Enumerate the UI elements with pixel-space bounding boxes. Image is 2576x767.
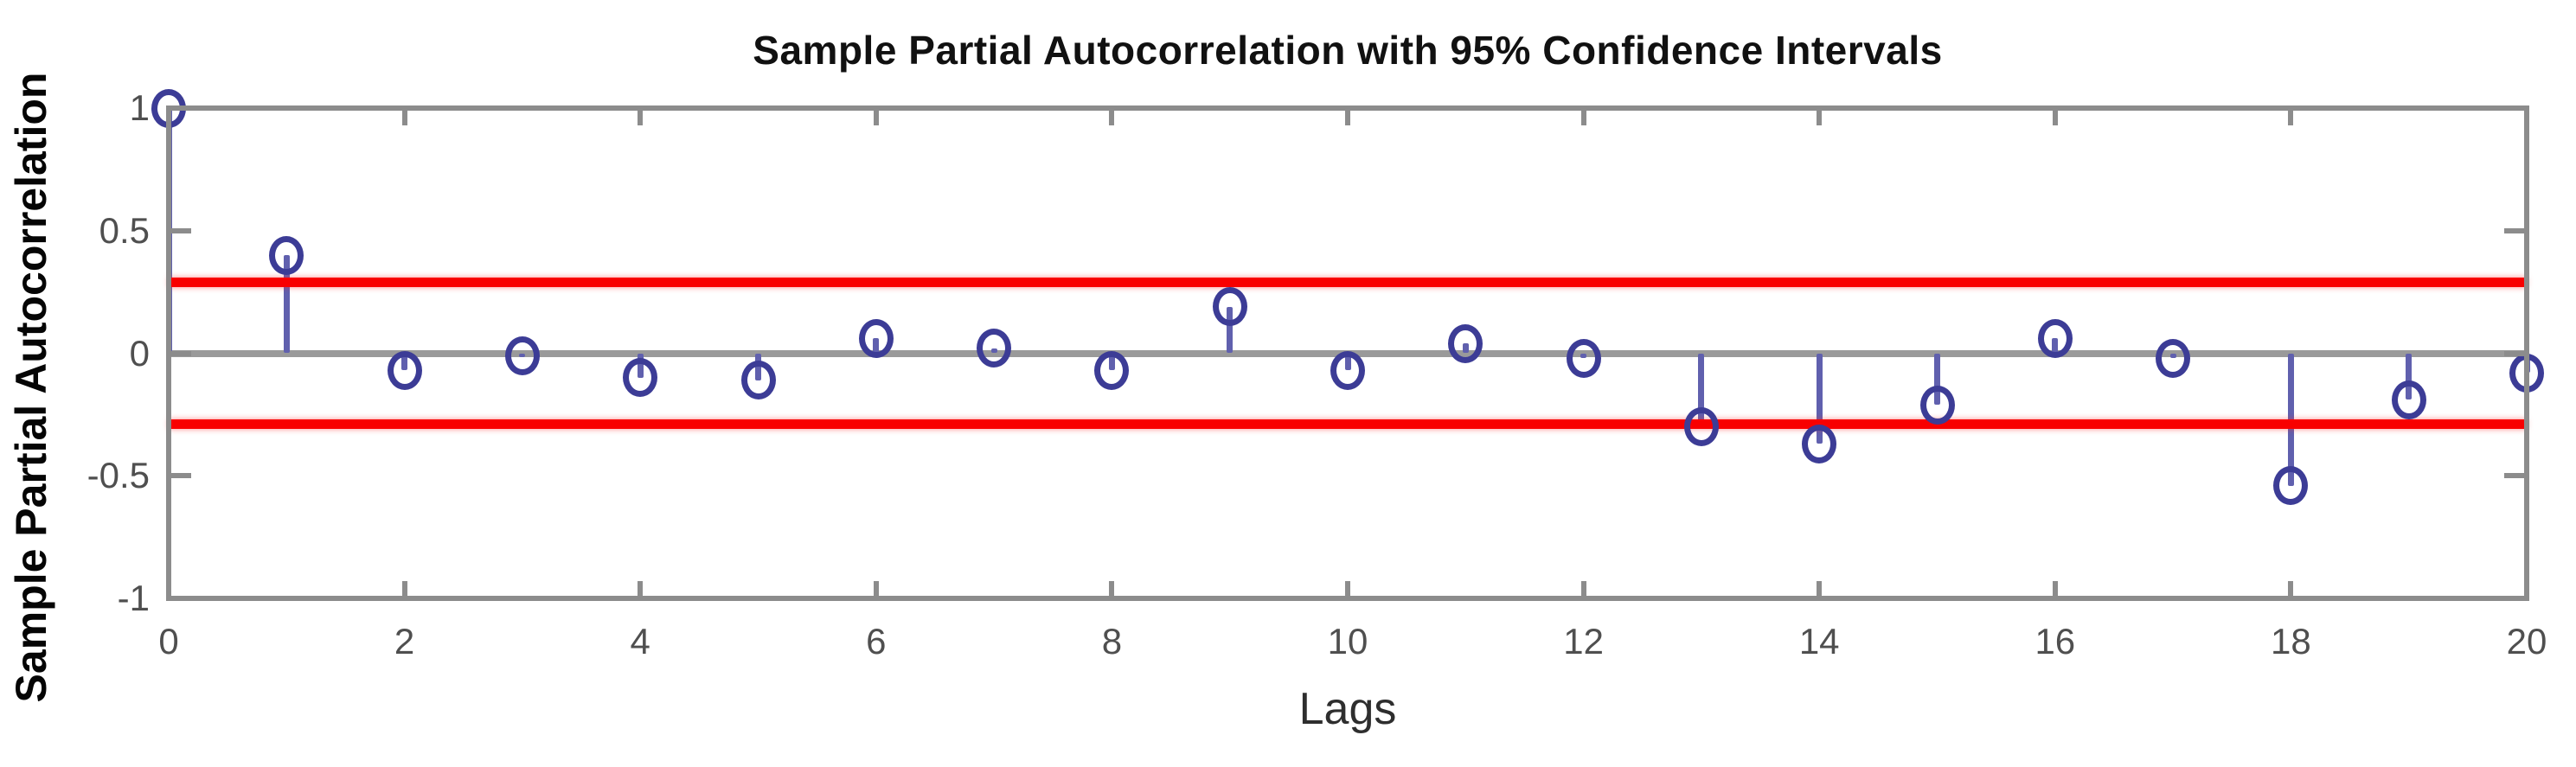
y-tick-label: 1: [129, 87, 150, 128]
stem-marker: [1566, 338, 1601, 378]
x-tick-bottom: [873, 581, 879, 598]
x-tick-top: [2288, 108, 2294, 125]
x-tick-top: [1817, 108, 1823, 125]
x-tick-label: 16: [2035, 621, 2076, 662]
stem-marker: [740, 361, 776, 400]
y-tick-label: 0.5: [99, 209, 150, 251]
x-tick-label: 0: [158, 621, 179, 662]
x-tick-label: 20: [2506, 621, 2547, 662]
y-tick-left: [169, 227, 191, 233]
x-tick-top: [1109, 108, 1115, 125]
x-tick-bottom: [2288, 581, 2294, 598]
stem-line: [2287, 353, 2294, 486]
stem-marker: [2273, 466, 2309, 506]
x-tick-label: 8: [1101, 621, 1123, 662]
stem-marker: [2391, 380, 2426, 419]
x-tick-top: [873, 108, 879, 125]
stem-line: [1227, 306, 1234, 354]
y-tick-label: -0.5: [87, 455, 150, 496]
stem-marker: [1212, 287, 1247, 327]
x-tick-label: 2: [394, 621, 415, 662]
stem-line: [1816, 353, 1823, 444]
stem-marker: [2156, 338, 2191, 378]
stem-marker: [858, 318, 894, 358]
y-tick-right: [2504, 473, 2527, 479]
y-tick-left: [169, 350, 191, 356]
x-tick-bottom: [1109, 581, 1115, 598]
x-tick-bottom: [2052, 581, 2058, 598]
stem-marker: [1094, 350, 1130, 390]
stem-line: [1934, 353, 1940, 406]
chart-title: Sample Partial Autocorrelation with 95% …: [753, 28, 1943, 73]
x-tick-top: [1580, 108, 1586, 125]
stem-marker: [2037, 318, 2073, 358]
y-tick-left: [169, 473, 191, 479]
x-tick-top: [2052, 108, 2058, 125]
x-tick-bottom: [638, 581, 644, 598]
stem-line: [283, 255, 290, 354]
x-tick-bottom: [1345, 581, 1350, 598]
x-tick-bottom: [166, 581, 171, 598]
x-tick-label: 10: [1327, 621, 1368, 662]
x-tick-label: 4: [630, 621, 650, 662]
stem-marker: [1802, 424, 1837, 463]
stem-marker: [269, 235, 304, 275]
axis-spine-right: [2524, 105, 2529, 601]
upper-confidence-line: [169, 277, 2527, 287]
stem-line: [1698, 353, 1705, 427]
stem-marker: [1448, 323, 1483, 363]
x-tick-bottom: [1580, 581, 1586, 598]
x-tick-label: 6: [866, 621, 887, 662]
stem-marker: [1330, 350, 1365, 390]
y-tick-right: [2504, 227, 2527, 233]
stem-marker: [504, 336, 540, 375]
plot-area: 0 2 4 6 8 10 12 14 16 18 20 1 0.5 0 -0.5 -1: [87, 87, 2547, 662]
stem-line: [2406, 353, 2413, 400]
x-tick-label: 12: [1563, 621, 1604, 662]
x-axis-label: Lags: [1298, 684, 1397, 734]
x-tick-bottom: [401, 581, 407, 598]
stem-marker: [977, 329, 1012, 368]
stem-marker: [1919, 385, 1955, 425]
x-tick-top: [2524, 108, 2529, 125]
x-tick-top: [638, 108, 644, 125]
x-tick-top: [1345, 108, 1350, 125]
x-tick-bottom: [2524, 581, 2529, 598]
stem-marker: [623, 358, 658, 398]
axis-spine-bottom: [166, 596, 2529, 601]
x-tick-top: [401, 108, 407, 125]
stem-marker: [387, 350, 422, 390]
x-tick-bottom: [1817, 581, 1823, 598]
x-tick-top: [166, 108, 171, 125]
y-tick-right: [2504, 350, 2527, 356]
x-tick-label: 14: [1798, 621, 1840, 662]
lower-confidence-line: [169, 419, 2527, 430]
y-tick-label: 0: [129, 332, 150, 374]
y-tick-label: -1: [117, 578, 150, 618]
stem-marker: [1683, 407, 1719, 447]
x-tick-label: 18: [2271, 621, 2311, 662]
